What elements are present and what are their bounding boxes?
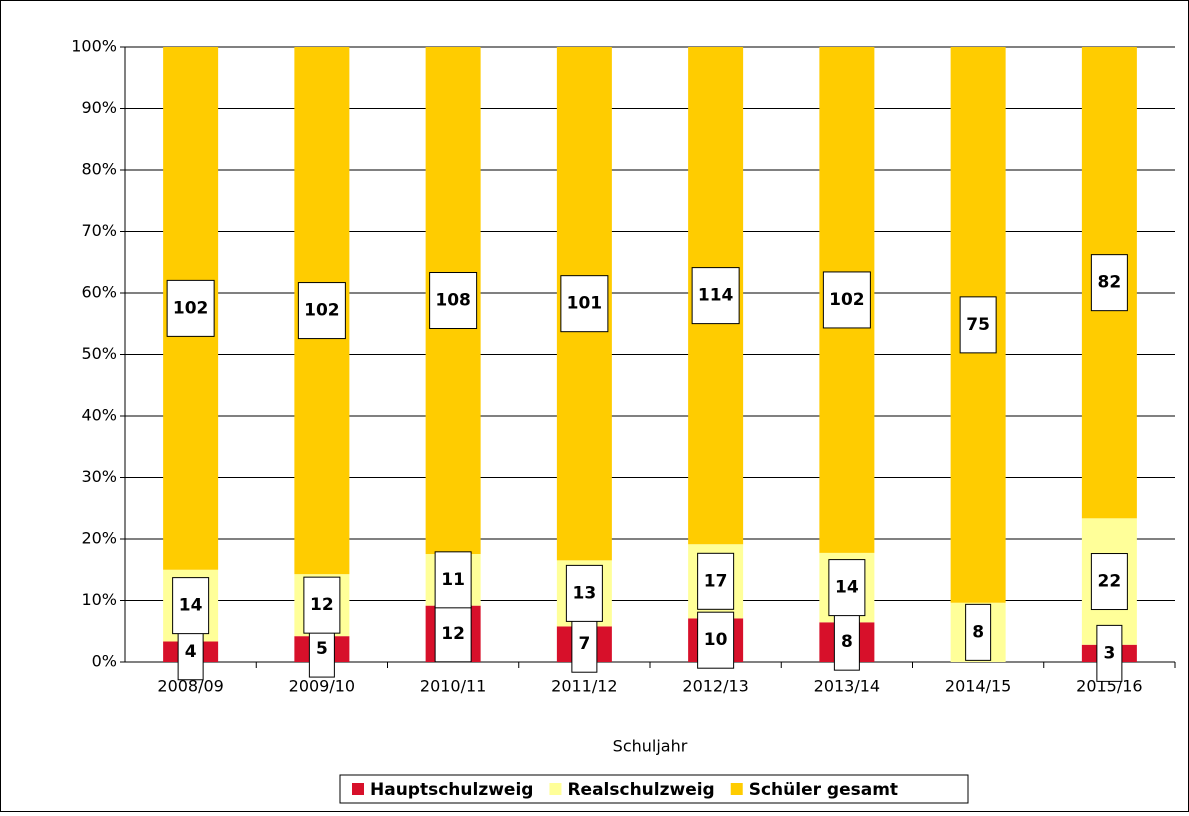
- y-tick-label: 50%: [81, 344, 117, 363]
- legend-label: Realschulzweig: [567, 780, 714, 800]
- x-tick-label: 2013/14: [814, 677, 880, 696]
- x-axis-title: Schuljahr: [613, 737, 688, 756]
- legend-swatch: [352, 783, 364, 795]
- legend-swatch: [549, 783, 562, 795]
- data-label: 75: [966, 315, 990, 335]
- data-label-box: [833, 613, 860, 671]
- data-label-box: [303, 576, 341, 634]
- data-label-box: [565, 564, 603, 622]
- data-label-box: [434, 605, 472, 663]
- data-label: 102: [829, 290, 865, 310]
- y-tick-label: 60%: [81, 283, 117, 302]
- y-tick-label: 30%: [81, 467, 117, 486]
- y-tick-label: 20%: [81, 529, 117, 548]
- data-label-box: [697, 611, 735, 669]
- data-label-box: [434, 551, 472, 609]
- data-label: 82: [1098, 273, 1122, 293]
- data-label: 101: [567, 294, 603, 314]
- data-label: 14: [835, 578, 859, 598]
- data-label: 11: [441, 570, 465, 590]
- y-tick-label: 70%: [81, 221, 117, 240]
- data-label-box: [697, 552, 735, 610]
- data-label: 114: [698, 286, 734, 306]
- data-label: 4: [185, 642, 197, 662]
- data-label: 8: [841, 632, 853, 652]
- data-label-box: [172, 577, 210, 635]
- data-label-box: [1090, 254, 1128, 312]
- y-tick-label: 80%: [81, 160, 117, 179]
- legend-label: Hauptschulzweig: [370, 780, 533, 800]
- data-label: 7: [578, 634, 590, 654]
- legend-box: [339, 774, 969, 804]
- x-tick-label: 2015/16: [1076, 677, 1142, 696]
- data-label-box: [1096, 624, 1123, 682]
- legend-label: Schüler gesamt: [749, 780, 898, 800]
- x-tick-label: 2009/10: [289, 677, 355, 696]
- data-label: 22: [1098, 572, 1122, 592]
- data-label-box: [691, 267, 740, 325]
- data-label-box: [560, 275, 609, 333]
- data-label: 5: [316, 639, 328, 659]
- data-label: 108: [435, 291, 471, 311]
- y-tick-label: 90%: [81, 98, 117, 117]
- x-tick-label: 2011/12: [551, 677, 617, 696]
- data-label: 17: [704, 571, 728, 591]
- data-label-box: [959, 296, 997, 354]
- x-tick-label: 2010/11: [420, 677, 486, 696]
- y-tick-label: 100%: [71, 37, 117, 56]
- data-label: 3: [1103, 643, 1115, 663]
- data-label: 12: [310, 595, 334, 615]
- data-label: 13: [573, 583, 597, 603]
- data-label: 12: [441, 624, 465, 644]
- x-tick-label: 2014/15: [945, 677, 1011, 696]
- data-label-box: [571, 615, 598, 673]
- y-tick-label: 0%: [92, 652, 117, 671]
- data-label: 102: [304, 301, 340, 321]
- x-tick-label: 2008/09: [157, 677, 223, 696]
- data-label: 14: [179, 596, 203, 616]
- data-label-box: [1090, 553, 1128, 611]
- data-label-box: [166, 279, 215, 337]
- data-label: 10: [704, 630, 728, 650]
- data-label-box: [965, 603, 992, 661]
- data-label-box: [297, 282, 346, 340]
- legend: Hauptschulzweig Realschulzweig Schüler ges…: [339, 774, 969, 804]
- data-label: 8: [972, 622, 984, 642]
- data-label: 102: [173, 298, 209, 318]
- data-label-box: [828, 559, 866, 617]
- x-tick-label: 2012/13: [682, 677, 748, 696]
- data-label-box: [822, 271, 871, 329]
- y-tick-label: 40%: [81, 406, 117, 425]
- data-label-box: [429, 272, 478, 330]
- y-tick-label: 10%: [81, 590, 117, 609]
- legend-swatch: [730, 783, 743, 795]
